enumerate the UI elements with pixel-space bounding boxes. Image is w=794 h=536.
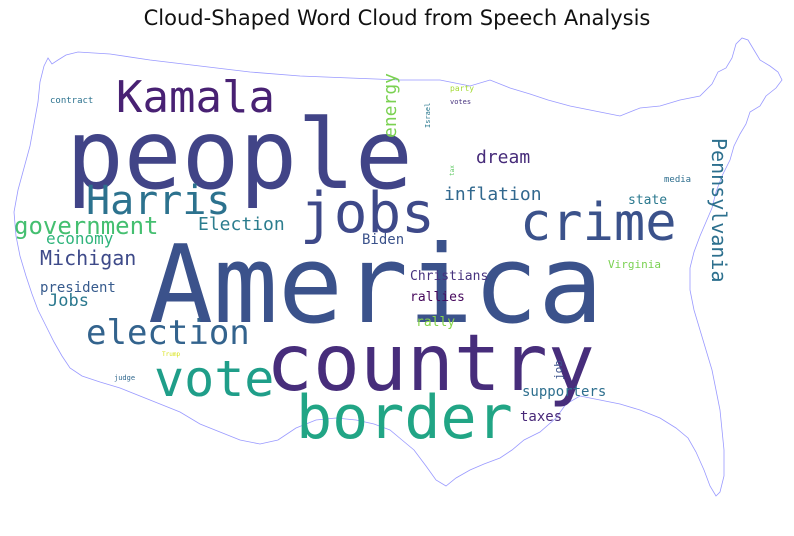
word-president: president — [40, 280, 116, 296]
word-rallies: rallies — [410, 290, 465, 305]
word-virginia: Virginia — [608, 258, 661, 271]
word-state: state — [628, 193, 667, 208]
word-media: media — [664, 175, 691, 185]
word-job: job — [552, 360, 565, 380]
usa-map-outline — [13, 37, 783, 497]
word-jobs: jobs — [300, 181, 435, 246]
word-jobs: Jobs — [48, 291, 89, 311]
word-trump: Trump — [162, 351, 180, 358]
word-inflation: inflation — [444, 184, 542, 205]
word-tax: tax — [449, 165, 456, 176]
word-crime: crime — [520, 193, 677, 253]
word-taxes: taxes — [520, 409, 562, 425]
word-biden: Biden — [362, 232, 404, 248]
word-energy: energy — [380, 73, 401, 138]
word-country: country — [266, 319, 595, 409]
word-party: party — [450, 84, 474, 93]
word-votes: votes — [450, 98, 471, 106]
word-harris: Harris — [86, 178, 231, 224]
word-christians: Christians — [410, 269, 488, 284]
word-america: America — [148, 223, 603, 348]
word-vote: vote — [154, 350, 274, 408]
word-judge: judge — [114, 374, 135, 382]
word-israel: Israel — [424, 103, 432, 128]
word-rally: rally — [416, 315, 455, 330]
word-government: government — [14, 212, 159, 240]
word-supporters: supporters — [522, 384, 606, 400]
word-economy: economy — [46, 229, 114, 248]
word-dream: dream — [476, 147, 530, 168]
word-election: Election — [198, 214, 285, 235]
word-contract: contract — [50, 96, 93, 106]
word-pennsylvania: Pennsylvania — [707, 138, 731, 283]
word-election: election — [86, 313, 250, 353]
word-people: people — [66, 99, 413, 211]
chart-title: Cloud-Shaped Word Cloud from Speech Anal… — [143, 6, 651, 30]
word-michigan: Michigan — [40, 246, 136, 270]
word-kamala: Kamala — [116, 72, 275, 123]
word-border: border — [296, 383, 513, 453]
